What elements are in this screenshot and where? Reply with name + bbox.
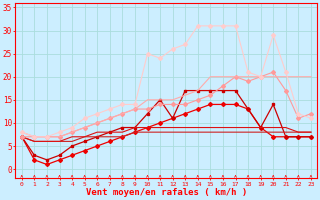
X-axis label: Vent moyen/en rafales ( km/h ): Vent moyen/en rafales ( km/h ) — [86, 188, 247, 197]
